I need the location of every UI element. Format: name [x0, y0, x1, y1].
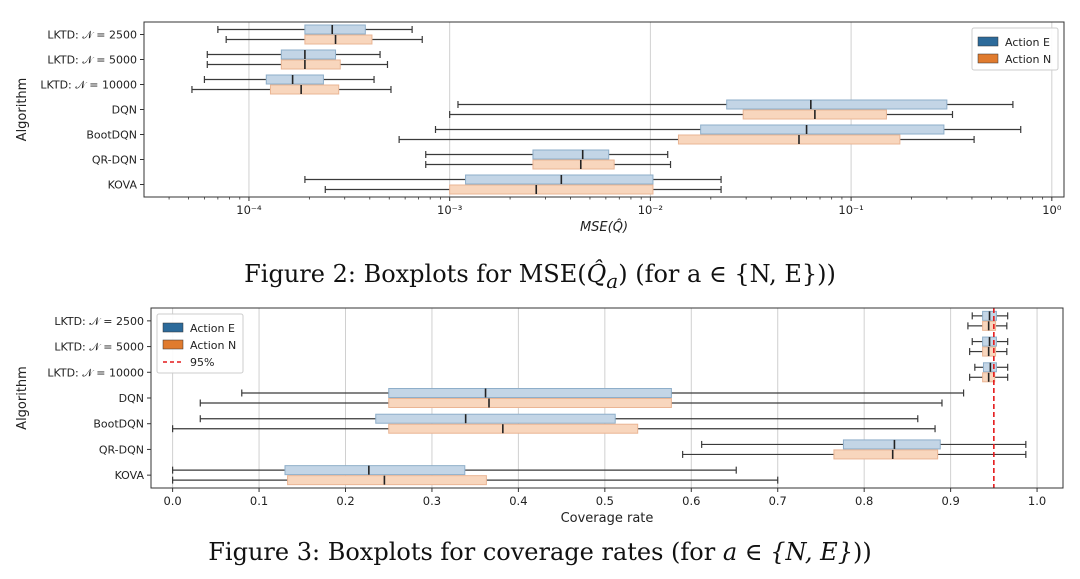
bootdqn-action-e-box — [375, 413, 616, 424]
y-tick-label-lktd-2500: LKTD: 𝒩 = 2500 — [54, 315, 144, 328]
mse-boxplot-chart: 10⁻⁴ 10⁻³ 10⁻² 10⁻¹ 10⁰ LKTD: 𝒩 = 2500 LKTD: 𝒩… — [15, 21, 1065, 235]
y-tick-label-lktd-10000: LKTD: 𝒩 = 10000 — [40, 79, 137, 92]
lktd-10000-action-e-box — [265, 74, 324, 85]
x-tick-label: 10⁻¹ — [838, 203, 863, 217]
x-tick-label: 0.8 — [855, 494, 873, 508]
y-tick-label-kova: KOVA — [115, 469, 145, 482]
dqn-action-n-box — [388, 398, 672, 408]
coverage-boxplot-chart: 0.0 0.1 0.2 0.3 0.4 0.5 0.6 0.7 0.8 0.9 1.0 LKTD: 𝒩… — [15, 307, 1064, 526]
x-tick-label: 10⁰ — [1042, 203, 1062, 217]
y-tick-label-bootdqn: BootDQN — [93, 418, 144, 431]
kova-action-e-box — [465, 174, 654, 185]
bootdqn-action-n-box — [388, 423, 639, 434]
legend-label-action-n: Action N — [1005, 53, 1051, 66]
legend-swatch-action-e — [977, 36, 999, 47]
y-tick-label-bootdqn: BootDQN — [86, 129, 137, 142]
legend-swatch-action-e — [162, 322, 184, 333]
y-tick-label-dqn: DQN — [119, 392, 144, 405]
x-tick-label: 1.0 — [1028, 494, 1046, 508]
y-tick-label-qr-dqn: QR-DQN — [92, 154, 137, 167]
legend-label-action-n: Action N — [190, 339, 236, 352]
figure-2-caption: Figure 2: Boxplots for MSE(Q̂a) (for a ∈… — [244, 260, 836, 293]
y-tick-label-lktd-2500: LKTD: 𝒩 = 2500 — [47, 29, 137, 42]
legend-swatch-action-n — [977, 53, 999, 64]
legend-label-action-e: Action E — [1005, 36, 1050, 49]
x-tick-label: 10⁻⁴ — [236, 203, 262, 217]
legend-label-action-e: Action E — [190, 322, 235, 335]
x-tick-label: 0.4 — [509, 494, 527, 508]
x-tick-label: 0.3 — [423, 494, 441, 508]
legend-swatch-action-n — [162, 339, 184, 350]
y-tick-label-lktd-5000: LKTD: 𝒩 = 5000 — [47, 54, 137, 67]
lktd-2500-action-n-box — [304, 34, 373, 45]
x-tick-label: 10⁻³ — [437, 203, 463, 217]
y-tick-label-qr-dqn: QR-DQN — [99, 443, 144, 456]
lktd-10000-action-n-box — [269, 84, 340, 95]
y-axis-label: Algorithm — [15, 78, 30, 142]
x-tick-label: 0.1 — [250, 494, 268, 508]
kova-action-n-box — [287, 475, 487, 486]
figure-3-caption: Figure 3: Boxplots for coverage rates (f… — [208, 538, 872, 566]
kova-action-n-box — [449, 184, 654, 195]
x-tick-label: 0.2 — [336, 494, 354, 508]
x-tick-label: 0.7 — [769, 494, 787, 508]
y-axis-label: Algorithm — [15, 366, 30, 430]
kova-action-e-box — [284, 465, 466, 476]
lktd-5000-action-e-box — [280, 49, 337, 60]
legend-label-95: 95% — [190, 356, 214, 369]
dqn-action-e-box — [726, 99, 948, 110]
lktd-5000-action-n-box — [280, 59, 341, 70]
x-axis-label: Coverage rate — [561, 511, 654, 526]
x-tick-label: 0.5 — [596, 494, 614, 508]
bootdqn-action-n-box — [677, 134, 901, 145]
y-tick-label-lktd-5000: LKTD: 𝒩 = 5000 — [54, 341, 144, 354]
dqn-action-e-box — [388, 388, 672, 398]
x-tick-label: 0.6 — [682, 494, 700, 508]
y-tick-label-dqn: DQN — [112, 104, 137, 117]
x-tick-label: 10⁻² — [638, 203, 663, 217]
y-tick-label-lktd-10000: LKTD: 𝒩 = 10000 — [47, 366, 144, 379]
x-axis-label: MSE(Q̂) — [580, 220, 628, 235]
x-tick-label: 0.9 — [941, 494, 959, 508]
qr-dqn-action-e-box — [532, 149, 610, 160]
qr-dqn-action-e-box — [842, 439, 941, 450]
qr-dqn-action-n-box — [833, 449, 939, 460]
x-tick-label: 0.0 — [163, 494, 181, 508]
lktd-2500-action-e-box — [304, 24, 366, 35]
y-tick-label-kova: KOVA — [108, 179, 138, 192]
qr-dqn-action-n-box — [532, 159, 615, 170]
bootdqn-action-e-box — [700, 124, 945, 135]
